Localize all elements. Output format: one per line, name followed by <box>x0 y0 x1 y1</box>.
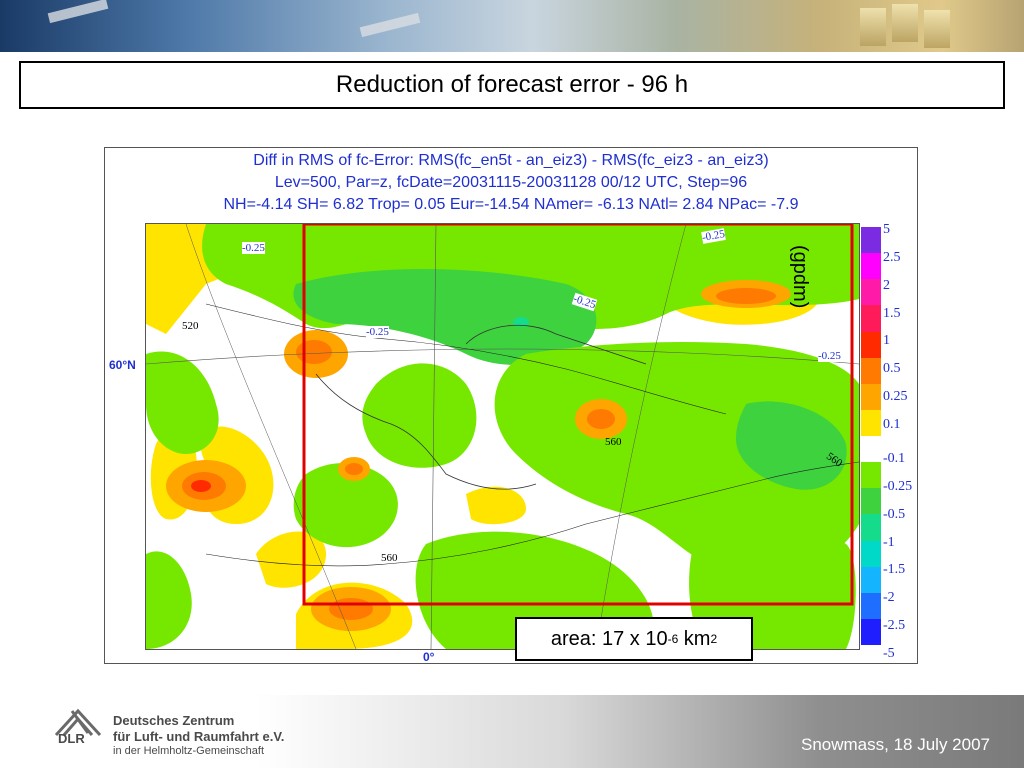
colorbar-swatch <box>861 227 881 254</box>
colorbar-swatch <box>861 462 881 489</box>
colorbar-tick-label: 2 <box>883 277 890 293</box>
dlr-logo-icon <box>54 708 102 737</box>
figure-title-line2: Lev=500, Par=z, fcDate=20031115-20031128… <box>274 174 748 191</box>
colorbar-swatch <box>861 357 881 384</box>
colorbar-swatch <box>861 592 881 619</box>
error-map: -0.25 -0.25 -0.25 -0.25 -0.25 520 560 56… <box>145 223 860 650</box>
colorbar-tick-label: 0.1 <box>883 417 901 433</box>
colorbar-swatch <box>861 436 881 463</box>
footer: DLR Deutsches Zentrum für Luft- und Raum… <box>0 695 1024 768</box>
area-annotation: area: 17 x 10 -6 km 2 <box>515 617 753 661</box>
colorbar-tick-label: -0.25 <box>883 478 913 494</box>
forecast-figure: Diff in RMS of fc-Error: RMS(fc_en5t - a… <box>104 147 918 664</box>
figure-title-line3: NH=-4.14 SH= 6.82 Trop= 0.05 Eur=-14.54 … <box>223 196 799 213</box>
contour-label: -0.25 <box>242 242 265 254</box>
solar-panel-graphic <box>924 10 950 48</box>
colorbar-tick-label: 1 <box>883 333 890 349</box>
contour-label: 520 <box>182 320 199 332</box>
colorbar-tick-label: 0.5 <box>883 361 901 377</box>
area-unit: km <box>678 627 711 650</box>
colorbar-swatch <box>861 409 881 436</box>
unit-label: (gpdm) <box>789 245 811 309</box>
colorbar-tick-label: 0.25 <box>883 389 908 405</box>
colorbar-swatch <box>861 305 881 332</box>
contour-label: -0.25 <box>366 326 389 338</box>
colorbar <box>861 227 881 645</box>
colorbar-swatch <box>861 566 881 593</box>
satellite-graphic <box>359 12 421 38</box>
colorbar-swatch <box>861 253 881 280</box>
satellite-graphic <box>47 0 109 24</box>
colorbar-tick-label: -1 <box>883 534 895 550</box>
figure-title-line1: Diff in RMS of fc-Error: RMS(fc_en5t - a… <box>253 152 769 169</box>
colorbar-tick-label: 5 <box>883 222 890 237</box>
area-exponent: -6 <box>667 632 679 646</box>
colorbar-swatch <box>861 618 881 645</box>
org-name-line2: für Luft- und Raumfahrt e.V. <box>113 729 285 744</box>
solar-panel-graphic <box>860 8 886 46</box>
area-unit-exponent: 2 <box>710 632 718 646</box>
header-banner <box>0 0 1024 52</box>
slide-title: Reduction of forecast error - 96 h <box>19 61 1005 109</box>
latitude-label: 60°N <box>109 358 136 372</box>
org-name-line3: in der Helmholtz-Gemeinschaft <box>113 745 265 757</box>
colorbar-swatch <box>861 540 881 567</box>
colorbar-swatch <box>861 383 881 410</box>
map-graphic <box>146 224 859 649</box>
colorbar-swatch <box>861 514 881 541</box>
contour-label: 560 <box>605 436 622 448</box>
colorbar-tick-label: -5 <box>883 646 895 661</box>
colorbar-tick-label: 1.5 <box>883 305 901 321</box>
colorbar-tick-label: -2.5 <box>883 618 906 634</box>
contour-label: -0.25 <box>818 350 841 362</box>
footer-date: Snowmass, 18 July 2007 <box>801 735 990 754</box>
colorbar-tick-label: 2.5 <box>883 249 901 265</box>
colorbar-swatch <box>861 488 881 515</box>
colorbar-tick-label: -0.5 <box>883 506 906 522</box>
contour-label: 560 <box>381 552 398 564</box>
solar-panel-graphic <box>892 4 918 42</box>
colorbar-swatch <box>861 331 881 358</box>
colorbar-tick-label: -2 <box>883 590 895 606</box>
longitude-label: 0° <box>423 650 435 664</box>
dlr-abbreviation: DLR <box>58 731 85 746</box>
slide-title-text: Reduction of forecast error - 96 h <box>335 71 689 98</box>
area-text: area: 17 x 10 <box>550 627 668 650</box>
colorbar-tick-label: -0.1 <box>883 450 906 466</box>
org-name-line1: Deutsches Zentrum <box>113 713 235 728</box>
colorbar-tick-label: -1.5 <box>883 562 906 578</box>
colorbar-swatch <box>861 279 881 306</box>
